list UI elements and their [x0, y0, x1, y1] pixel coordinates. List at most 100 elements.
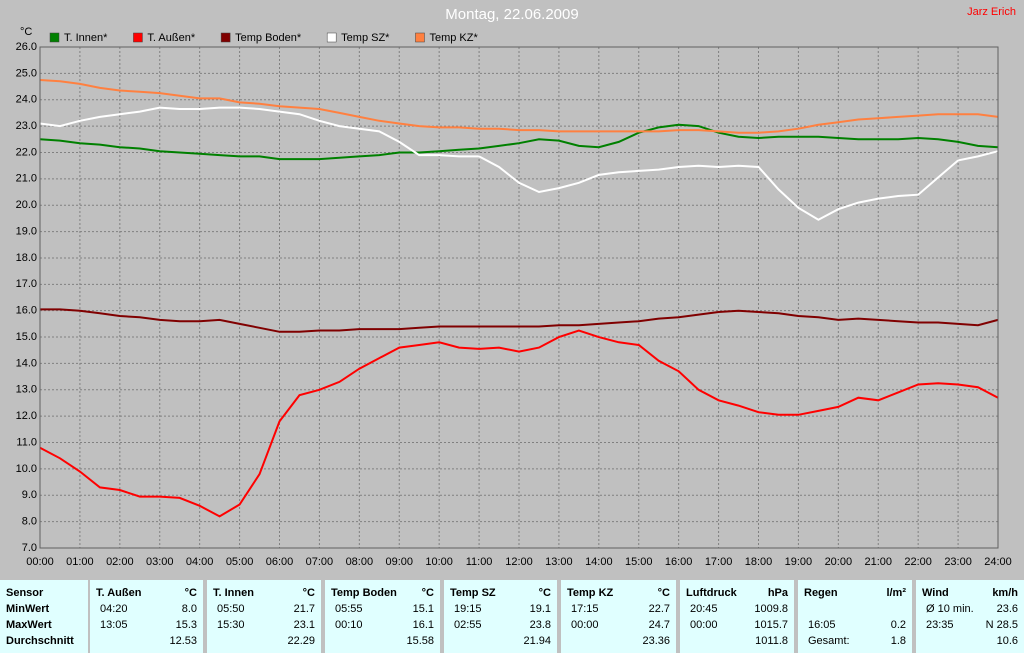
column-name: Regen — [804, 587, 838, 599]
x-tick-label: 24:00 — [984, 556, 1012, 568]
column-name: Temp KZ — [567, 587, 614, 599]
x-tick-label: 23:00 — [944, 556, 972, 568]
x-tick-label: 13:00 — [545, 556, 573, 568]
column-name: Wind — [922, 587, 949, 599]
x-tick-label: 05:00 — [226, 556, 254, 568]
column-unit: hPa — [767, 587, 788, 599]
table-column — [561, 580, 676, 653]
column-unit: °C — [657, 587, 670, 599]
cell-time: 16:05 — [808, 619, 836, 631]
cell-value: 1.8 — [890, 635, 906, 647]
author: Jarz Erich — [967, 6, 1016, 18]
cell-time: 13:05 — [100, 619, 128, 631]
y-tick-label: 19.0 — [16, 225, 37, 237]
row-label: MinWert — [6, 603, 50, 615]
x-tick-label: 03:00 — [146, 556, 174, 568]
column-unit: °C — [421, 587, 434, 599]
cell-time: 19:15 — [454, 603, 482, 615]
column-name: Luftdruck — [686, 587, 737, 599]
y-tick-label: 18.0 — [16, 252, 37, 264]
y-tick-label: 16.0 — [16, 305, 37, 317]
cell-time: 00:10 — [335, 619, 363, 631]
series-line — [39, 329, 999, 518]
y-tick-label: 12.0 — [16, 410, 37, 422]
cell-time: 15:30 — [217, 619, 245, 631]
cell-value: 23.8 — [529, 619, 551, 631]
x-tick-label: 01:00 — [66, 556, 94, 568]
cell-value: 15.1 — [412, 603, 434, 615]
cell-time: 04:20 — [100, 603, 128, 615]
chart: Montag, 22.06.2009 Jarz Erich °C 7.0 8.0 9… — [16, 6, 1016, 568]
legend-label: Temp Boden* — [235, 32, 302, 44]
x-tick-label: 12:00 — [505, 556, 533, 568]
cell-value: 15.58 — [406, 635, 434, 647]
cell-value: 23.36 — [642, 635, 670, 647]
y-tick-label: 24.0 — [16, 94, 37, 106]
y-tick-label: 14.0 — [16, 357, 37, 369]
cell-value: 21.7 — [293, 603, 315, 615]
cell-time: 02:55 — [454, 619, 482, 631]
column-unit: °C — [302, 587, 315, 599]
column-name: Temp SZ — [450, 587, 496, 599]
cell-time: 20:45 — [690, 603, 718, 615]
cell-value: 24.7 — [648, 619, 670, 631]
cell-time: 00:00 — [690, 619, 718, 631]
cell-value: 10.6 — [996, 635, 1018, 647]
cell-value: 21.94 — [523, 635, 551, 647]
series-line — [39, 106, 999, 221]
y-tick-label: 11.0 — [16, 436, 37, 448]
table-column — [798, 580, 912, 653]
cell-value: 1011.8 — [755, 635, 788, 647]
y-tick-label: 22.0 — [16, 146, 37, 158]
y-tick-label: 7.0 — [22, 542, 37, 554]
table-column — [207, 580, 321, 653]
y-tick-label: 10.0 — [16, 463, 37, 475]
x-tick-label: 07:00 — [306, 556, 334, 568]
cell-time: 17:15 — [571, 603, 599, 615]
header-label: Sensor — [6, 587, 44, 599]
cell-value: 23.1 — [293, 619, 315, 631]
x-tick-label: 09:00 — [385, 556, 413, 568]
cell-time: 05:50 — [217, 603, 245, 615]
y-tick-label: 15.0 — [16, 331, 37, 343]
cell-value: 12.53 — [169, 635, 197, 647]
y-tick-label: 8.0 — [22, 516, 37, 528]
x-tick-label: 16:00 — [665, 556, 693, 568]
x-tick-label: 14:00 — [585, 556, 613, 568]
legend-swatch — [49, 32, 60, 43]
series-line — [40, 308, 999, 333]
table-column — [0, 580, 88, 653]
cell-value: 1015.7 — [754, 619, 788, 631]
legend-swatch — [220, 32, 231, 43]
row-label: MaxWert — [6, 619, 52, 631]
legend-label: T. Innen* — [64, 32, 108, 44]
column-name: Temp Boden — [331, 587, 397, 599]
x-tick-label: 10:00 — [425, 556, 453, 568]
cell-value: 22.7 — [648, 603, 670, 615]
cell-value: 0.2 — [890, 619, 906, 631]
y-tick-label: 23.0 — [16, 120, 37, 132]
column-unit: °C — [538, 587, 551, 599]
table-column — [916, 580, 1024, 653]
cell-time: 00:00 — [571, 619, 599, 631]
x-tick-label: 08:00 — [346, 556, 374, 568]
legend-swatch — [326, 32, 337, 43]
cell-time: Gesamt: — [808, 635, 850, 647]
cell-time: 05:55 — [335, 603, 363, 615]
y-tick-label: 21.0 — [16, 173, 37, 185]
plot-frame — [39, 46, 999, 549]
cell-value: N 28.5 — [985, 619, 1018, 631]
x-tick-label: 11:00 — [466, 556, 493, 568]
y-tick-label: 9.0 — [22, 489, 37, 501]
x-tick-label: 19:00 — [785, 556, 813, 568]
y-tick-label: 13.0 — [16, 384, 37, 396]
y-tick-label: 20.0 — [16, 199, 37, 211]
y-tick-label: 25.0 — [16, 67, 37, 79]
x-tick-label: 21:00 — [864, 556, 892, 568]
x-tick-label: 04:00 — [186, 556, 214, 568]
x-tick-label: 02:00 — [106, 556, 134, 568]
table-column — [680, 580, 794, 653]
row-label: Durchschnitt — [6, 635, 74, 647]
column-unit: °C — [184, 587, 197, 599]
